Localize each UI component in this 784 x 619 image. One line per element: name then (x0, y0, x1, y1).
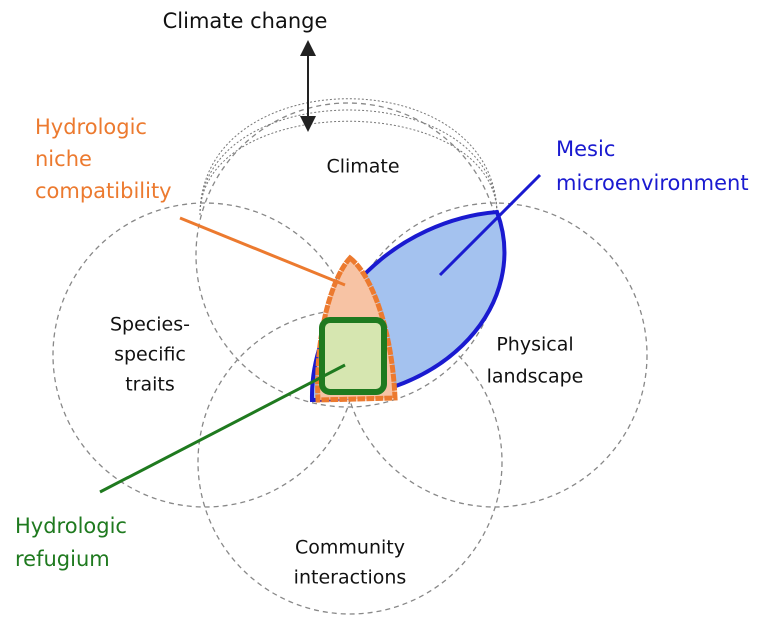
niche-pointer (179, 216, 346, 287)
species-label: traits (125, 374, 175, 396)
refugium-pointer (99, 363, 346, 494)
community-label: Community (295, 537, 405, 559)
landscape-label: landscape (487, 366, 584, 388)
species-circle (52, 202, 358, 508)
niche-label: Hydrologic (35, 115, 147, 139)
refugium-label: Hydrologic (15, 514, 127, 538)
refugium-box (319, 317, 387, 395)
community-label: interactions (294, 567, 407, 589)
change-arc (199, 120, 498, 216)
change-arc (199, 109, 498, 216)
mesic-pointer (438, 173, 542, 277)
refugium-label: refugium (15, 547, 110, 571)
species-label: Species- (110, 314, 190, 336)
mesic-label: microenvironment (556, 171, 749, 195)
title: Climate change (163, 9, 328, 33)
landscape-label: Physical (496, 334, 573, 356)
circles (52, 98, 648, 615)
labels: Climate Species-specific traits Physical lan… (15, 115, 749, 589)
mesic-label: Mesic (556, 137, 615, 161)
niche-label: niche (35, 147, 92, 171)
climate-label: Climate (326, 156, 399, 178)
species-label: specific (114, 344, 186, 366)
niche-label: compatibility (35, 179, 172, 203)
